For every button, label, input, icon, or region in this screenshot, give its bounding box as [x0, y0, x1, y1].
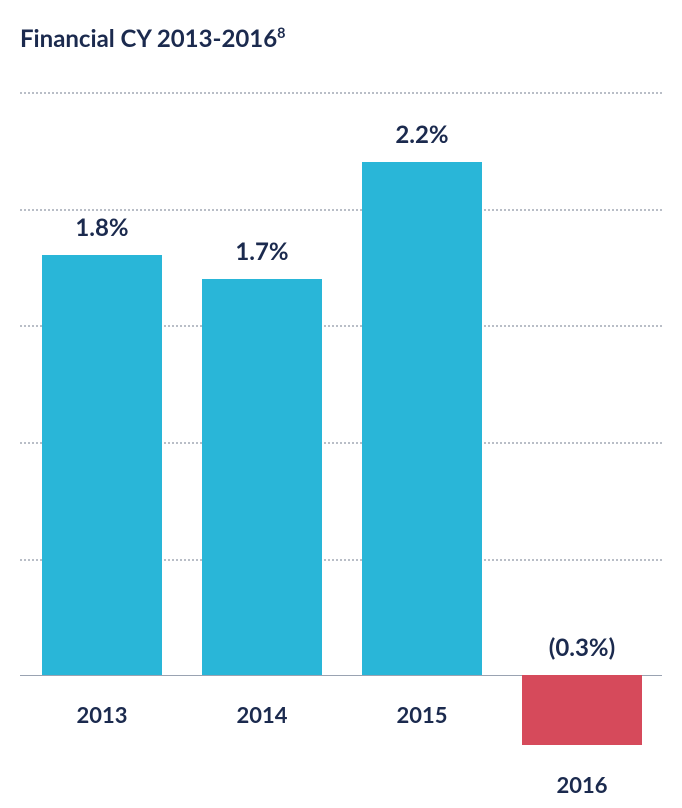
chart-title-footnote: 8	[277, 25, 285, 42]
bar-value-label: 2.2%	[362, 120, 482, 149]
plot-area: 1.8%20131.7%20142.2%2015(0.3%)2016	[20, 92, 662, 792]
axis-category-label: 2016	[522, 771, 642, 798]
axis-category-label: 2013	[42, 701, 162, 728]
chart-title-text: Financial CY 2013-2016	[20, 24, 277, 53]
chart-page: Financial CY 2013-20168 1.8% 2013 1.7% 2014 2…	[0, 0, 682, 808]
bar-value-label: 1.7%	[202, 237, 322, 266]
bar-value-label: 1.8%	[42, 213, 162, 242]
bar	[362, 162, 482, 675]
bar	[42, 255, 162, 675]
gridline	[20, 92, 662, 94]
bar	[202, 279, 322, 676]
axis-category-label: 2015	[362, 701, 482, 728]
bar	[522, 675, 642, 745]
bar-value-label: (0.3%)	[522, 633, 642, 662]
chart-title: Financial CY 2013-20168	[20, 24, 286, 53]
axis-category-label: 2014	[202, 701, 322, 728]
gridline	[20, 209, 662, 211]
